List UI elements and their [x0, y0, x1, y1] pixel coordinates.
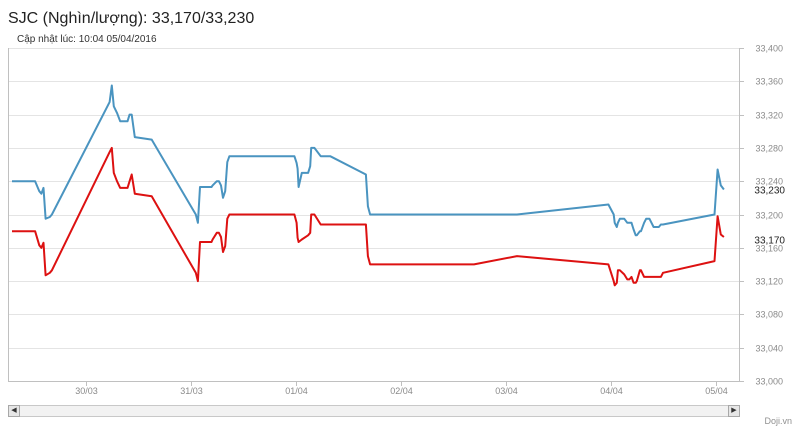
sell-price-line	[12, 84, 725, 237]
scroll-right-button[interactable]: ▶	[728, 405, 740, 417]
x-tick-label: 04/04	[600, 386, 623, 396]
credit-link[interactable]: Doji.vn	[764, 416, 792, 426]
y-tick-label: 33,400	[755, 44, 783, 54]
y-tick-label: 33,160	[755, 244, 783, 254]
sell-last-value-label: 33,230	[754, 186, 785, 197]
chart-title: SJC (Nghìn/lượng): 33,170/33,230	[8, 10, 255, 27]
scroll-left-button[interactable]: ◀	[8, 405, 20, 417]
caret-left-icon: ◀	[11, 407, 17, 414]
chart-scrollbar[interactable]: ◀ ▶	[8, 405, 740, 417]
y-tick-label: 33,040	[755, 344, 783, 354]
x-tick-label: 03/04	[495, 386, 518, 396]
y-tick-label: 33,240	[755, 177, 783, 187]
x-tick-label: 05/04	[705, 386, 728, 396]
y-tick-label: 33,320	[755, 111, 783, 121]
x-tick-label: 31/03	[180, 386, 203, 396]
price-chart: 33,000 33,040 33,080 33,120 33,160 33,200 33,2…	[8, 44, 785, 396]
y-tick-label: 33,200	[755, 211, 783, 221]
y-tick-label: 33,360	[755, 77, 783, 87]
x-tick-label: 30/03	[75, 386, 98, 396]
y-tick-label: 33,120	[755, 277, 783, 287]
chart-subtitle: Cập nhật lúc: 10:04 05/04/2016	[17, 34, 157, 45]
buy-price-line	[12, 146, 725, 287]
scroll-track[interactable]	[21, 406, 727, 416]
x-tick-label: 01/04	[285, 386, 308, 396]
caret-right-icon: ▶	[731, 407, 737, 414]
buy-last-value-label: 33,170	[754, 235, 785, 246]
x-tick-label: 02/04	[390, 386, 413, 396]
y-tick-label: 33,000	[755, 377, 783, 387]
y-tick-label: 33,080	[755, 310, 783, 320]
y-tick-label: 33,280	[755, 144, 783, 154]
